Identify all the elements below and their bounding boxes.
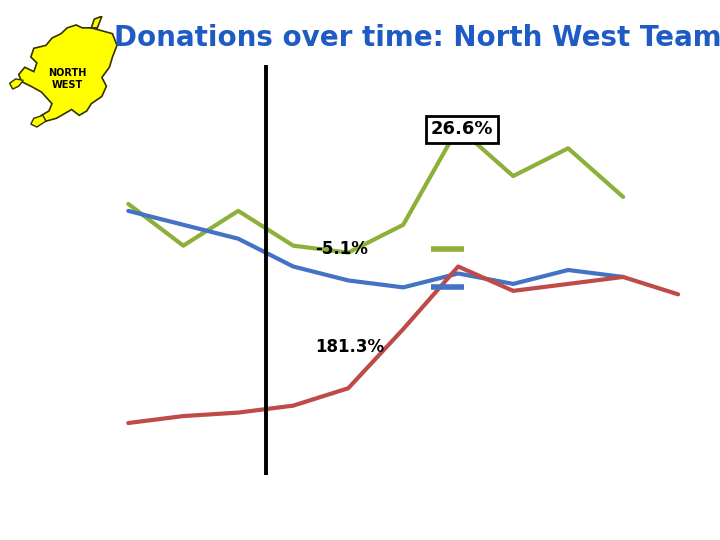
Text: 181.3%: 181.3% — [315, 338, 384, 355]
Text: 5: 5 — [696, 508, 706, 522]
Polygon shape — [19, 16, 117, 121]
Polygon shape — [31, 116, 46, 127]
Text: NORTH
WEST: NORTH WEST — [48, 68, 86, 90]
Text: -5.1%: -5.1% — [315, 240, 368, 258]
Text: Donations over time: North West Team: Donations over time: North West Team — [114, 24, 720, 52]
Text: 26.6%: 26.6% — [431, 120, 493, 138]
Text: Organ Donation Past, Present and Future: Organ Donation Past, Present and Future — [14, 508, 339, 522]
Polygon shape — [9, 79, 23, 89]
